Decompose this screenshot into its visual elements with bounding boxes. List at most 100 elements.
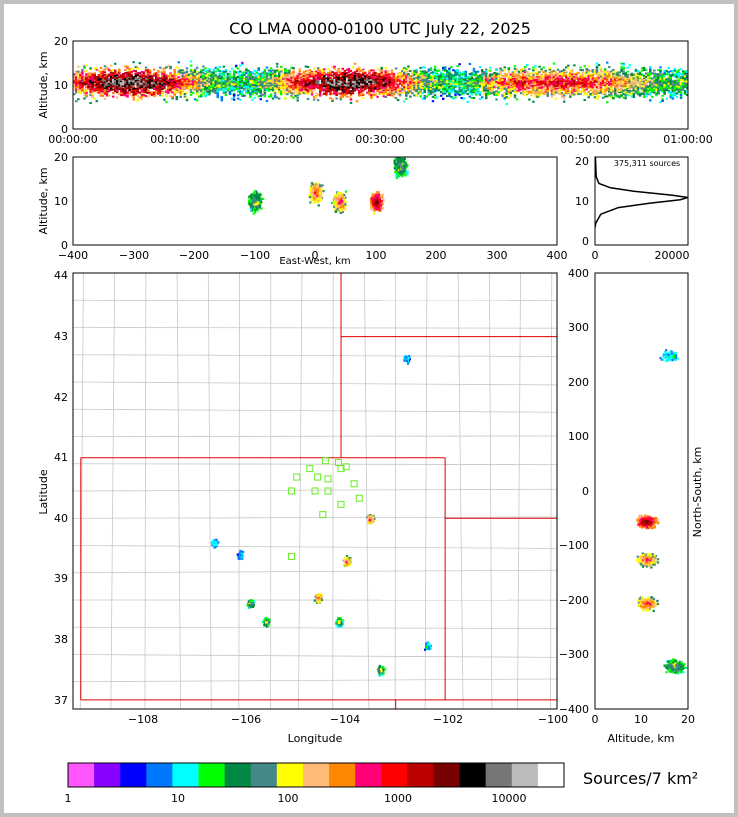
altitude-time-source <box>462 86 465 89</box>
altitude-time-source <box>300 78 303 81</box>
altitude-time-source <box>319 76 322 79</box>
altitude-time-source <box>433 69 437 72</box>
altitude-time-source <box>185 99 189 102</box>
altitude-time-source <box>216 69 219 72</box>
altitude-time-source <box>335 79 338 82</box>
altitude-time-source <box>159 83 162 86</box>
altitude-time-source <box>124 73 127 76</box>
altitude-time-source <box>161 78 164 81</box>
altitude-time-source <box>439 83 443 86</box>
altitude-time-source <box>335 81 338 84</box>
altitude-time-source <box>103 80 107 83</box>
altitude-time-source <box>249 83 252 86</box>
altitude-time-source <box>325 88 328 91</box>
altitude-time-source <box>144 75 148 78</box>
altitude-time-source <box>433 89 437 92</box>
altitude-time-source <box>353 82 357 85</box>
altitude-time-source <box>124 65 127 68</box>
altitude-time-source <box>405 93 408 96</box>
altitude-time-source <box>286 72 289 75</box>
altitude-time-source <box>396 79 400 82</box>
altitude-time-source <box>427 86 431 89</box>
altitude-time-source <box>446 88 449 91</box>
altitude-time-source <box>150 79 154 82</box>
altitude-time-source <box>382 84 385 87</box>
altitude-time-source <box>189 88 193 91</box>
altitude-time-source <box>144 69 148 72</box>
altitude-time-source <box>335 89 338 92</box>
altitude-time-source <box>185 67 189 70</box>
altitude-time-source <box>366 75 369 78</box>
altitude-time-source <box>202 74 205 77</box>
altitude-time-source <box>105 90 109 93</box>
altitude-time-source <box>159 77 162 80</box>
altitude-time-source <box>306 65 310 68</box>
altitude-time-source <box>444 82 447 85</box>
altitude-time-source <box>73 93 76 96</box>
altitude-time-source <box>87 75 90 78</box>
altitude-time-source <box>378 83 381 86</box>
altitude-time-source <box>372 88 375 91</box>
altitude-time-source <box>298 80 301 83</box>
altitude-time-source <box>456 84 459 87</box>
altitude-time-source <box>101 72 105 75</box>
altitude-time-source <box>187 86 191 89</box>
altitude-time-source <box>316 84 320 87</box>
altitude-time-source <box>116 87 119 90</box>
altitude-time-source <box>169 65 172 68</box>
altitude-time-source <box>183 71 187 74</box>
altitude-time-source <box>343 74 347 77</box>
altitude-time-source <box>165 90 168 93</box>
altitude-time-source <box>155 77 158 80</box>
altitude-time-source <box>335 86 338 89</box>
altitude-time-source <box>198 89 201 92</box>
altitude-time-source <box>251 81 254 84</box>
altitude-time-source <box>148 75 152 78</box>
altitude-time-source <box>349 90 353 93</box>
altitude-time-source <box>282 91 285 94</box>
altitude-time-source <box>224 84 228 87</box>
altitude-time-source <box>107 94 111 97</box>
altitude-time-source <box>181 74 185 77</box>
altitude-time-source <box>448 80 451 83</box>
altitude-time-source <box>191 72 195 75</box>
altitude-time-source <box>159 91 162 94</box>
altitude-time-source <box>378 69 381 72</box>
altitude-time-source <box>91 89 94 92</box>
altitude-time-source <box>290 78 293 81</box>
altitude-time-source <box>376 76 379 79</box>
altitude-time-source <box>392 75 396 78</box>
altitude-time-source <box>275 81 279 84</box>
altitude-time-source <box>390 71 394 74</box>
altitude-time-source <box>360 69 363 72</box>
altitude-time-source <box>435 87 439 90</box>
altitude-time-source <box>388 75 392 78</box>
altitude-time-source <box>189 60 193 63</box>
altitude-time-source <box>435 96 439 99</box>
altitude-time-source <box>396 75 400 78</box>
altitude-time-source <box>302 92 306 95</box>
altitude-time-source <box>435 83 439 86</box>
altitude-time-source <box>114 82 117 85</box>
altitude-time-source <box>218 87 221 90</box>
altitude-time-source <box>380 86 383 89</box>
altitude-time-source <box>144 86 148 89</box>
altitude-time-source <box>189 93 193 96</box>
altitude-time-source <box>409 91 412 94</box>
altitude-time-source <box>247 92 250 95</box>
altitude-time-source <box>237 70 240 73</box>
altitude-time-source <box>273 95 277 98</box>
altitude-time-source <box>290 86 293 89</box>
altitude-time-source <box>234 86 238 89</box>
altitude-time-source <box>411 86 414 89</box>
altitude-time-source <box>302 84 306 87</box>
altitude-time-source <box>101 70 105 73</box>
altitude-time-source <box>349 83 353 86</box>
altitude-time-source <box>138 84 142 87</box>
altitude-time-source <box>425 87 429 90</box>
altitude-time-source <box>85 92 88 95</box>
altitude-time-source <box>247 69 250 72</box>
altitude-time-source <box>150 82 154 85</box>
altitude-time-source <box>435 85 439 88</box>
altitude-time-source <box>429 77 433 80</box>
